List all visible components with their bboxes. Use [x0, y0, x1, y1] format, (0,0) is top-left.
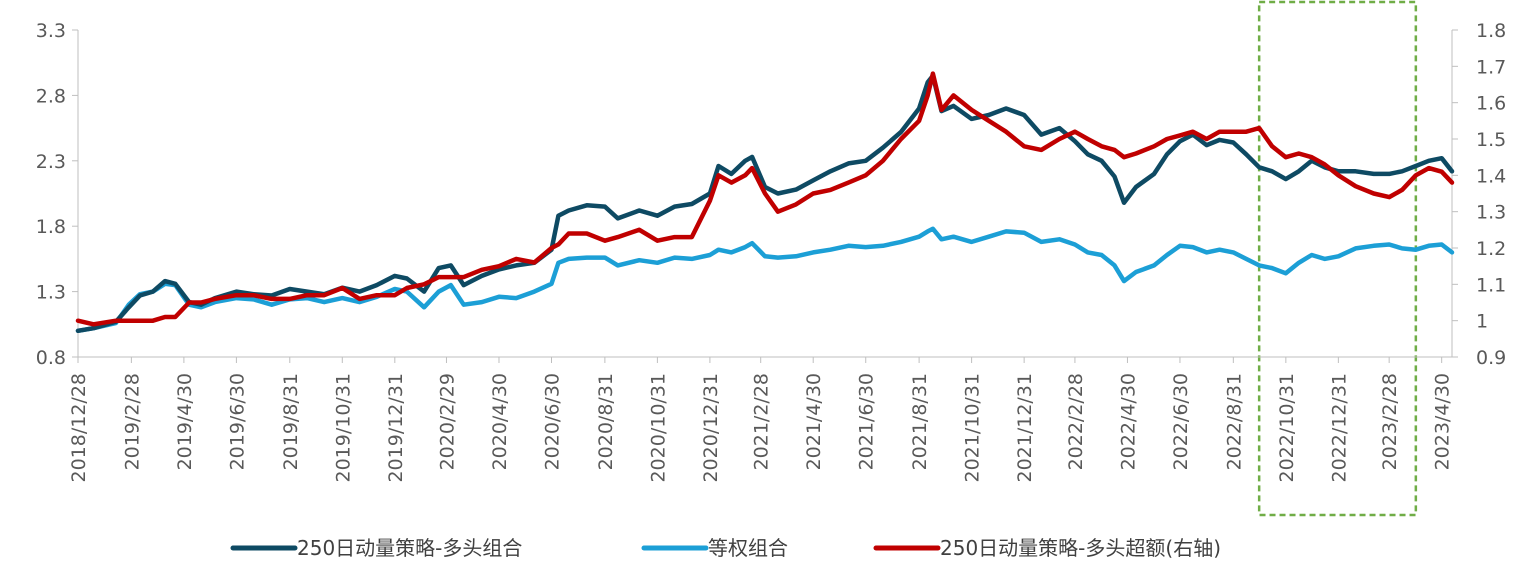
left-y-tick-label: 2.8: [36, 85, 66, 107]
x-tick-label: 2020/6/30: [541, 373, 563, 470]
x-tick-label: 2019/8/31: [280, 373, 302, 470]
x-tick-label: 2021/6/30: [856, 373, 878, 470]
right-y-tick-label: 1.4: [1476, 165, 1506, 187]
x-tick-label: 2021/4/30: [803, 373, 825, 470]
right-y-tick-label: 1: [1476, 311, 1488, 333]
legend-label-2: 250日动量策略-多头超额(右轴): [940, 536, 1221, 560]
x-tick-label: 2021/8/31: [909, 373, 931, 470]
axes: [77, 30, 1453, 358]
right-y-tick-label: 0.9: [1476, 347, 1506, 369]
x-tick-label: 2022/12/31: [1328, 373, 1350, 483]
x-tick-label: 2022/10/31: [1276, 373, 1298, 483]
x-tick-label: 2021/12/31: [1014, 373, 1036, 483]
x-tick-label: 2020/12/31: [700, 373, 722, 483]
x-tick-label: 2019/4/30: [174, 373, 196, 470]
x-tick-label: 2020/2/29: [436, 373, 458, 470]
x-tick-label: 2020/4/30: [489, 373, 511, 470]
x-tick-label: 2023/2/28: [1379, 373, 1401, 470]
right-y-tick-label: 1.6: [1476, 93, 1506, 115]
x-tick-label: 2019/2/28: [121, 373, 143, 470]
highlight-box: [1257, 0, 1418, 517]
x-tick-label: 2021/10/31: [962, 373, 984, 483]
right-y-tick-label: 1.7: [1476, 56, 1506, 78]
left-y-tick-label: 1.3: [36, 282, 66, 304]
right-y-tick-label: 1.2: [1476, 238, 1506, 260]
x-tick-label: 2021/2/28: [751, 373, 773, 470]
x-tick-label: 2019/12/31: [385, 373, 407, 483]
left-y-tick-label: 3.3: [36, 20, 66, 42]
x-tick-label: 2022/6/30: [1170, 373, 1192, 470]
series-line-1: [75, 226, 1455, 334]
x-tick-label: 2022/4/30: [1117, 373, 1139, 470]
left-y-tick-labels: 0.8 1.3 1.8 2.3 2.8 3.3: [36, 20, 78, 369]
legend-label-1: 等权组合: [708, 536, 788, 560]
right-y-tick-label: 1.8: [1476, 20, 1506, 42]
x-tick-label: 2018/12/28: [68, 373, 90, 483]
series-line-0: [75, 73, 1455, 334]
right-y-tick-labels: 0.9 1 1.1 1.2 1.3 1.4 1.5 1.6 1.7 1.8: [1452, 20, 1506, 369]
series-line-2: [75, 71, 1455, 327]
legend-label-0: 250日动量策略-多头组合: [297, 536, 522, 560]
series-lines: [75, 71, 1455, 334]
x-tick-label: 2020/8/31: [595, 373, 617, 470]
right-y-tick-label: 1.3: [1476, 202, 1506, 224]
highlight-box-layer: [1257, 0, 1418, 517]
x-tick-labels: 2018/12/28 2019/2/28 2019/4/30 2019/6/30 201…: [68, 357, 1454, 483]
x-tick-label: 2022/2/28: [1065, 373, 1087, 470]
right-y-tick-label: 1.5: [1476, 129, 1506, 151]
left-y-tick-label: 0.8: [36, 347, 66, 369]
x-tick-label: 2022/8/31: [1223, 373, 1245, 470]
x-tick-label: 2020/10/31: [647, 373, 669, 483]
left-y-tick-label: 1.8: [36, 216, 66, 238]
left-y-tick-label: 2.3: [36, 151, 66, 173]
x-tick-label: 2019/10/31: [332, 373, 354, 483]
x-tick-label: 2019/6/30: [226, 373, 248, 470]
legend: 250日动量策略-多头组合 等权组合 250日动量策略-多头超额(右轴): [230, 536, 1221, 560]
x-tick-label: 2023/4/30: [1432, 373, 1454, 470]
right-y-tick-label: 1.1: [1476, 274, 1506, 296]
